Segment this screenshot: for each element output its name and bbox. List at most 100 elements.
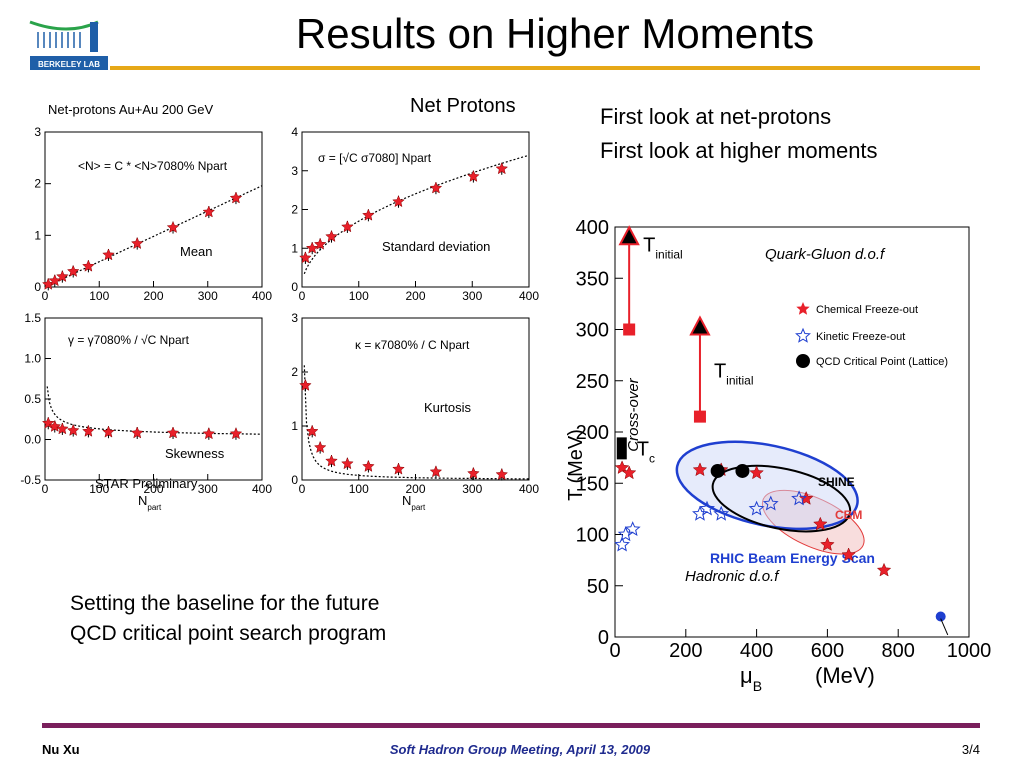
- y-tick-label: 1.0: [24, 352, 41, 366]
- y-tick-label: 0: [598, 627, 609, 649]
- tc-label: Tc: [637, 438, 655, 465]
- data-point: [229, 427, 243, 440]
- kinetic-freezeout-point: [617, 526, 634, 542]
- data-point: [66, 423, 80, 436]
- kinetic-freezeout-point: [624, 521, 641, 537]
- data-point: [429, 181, 443, 194]
- x-tick-label: 300: [462, 482, 482, 496]
- x-tick-label: 0: [299, 482, 306, 496]
- legend-chemical-marker: [796, 302, 810, 315]
- critical-point: [710, 463, 725, 478]
- t-initial-start: [623, 323, 636, 336]
- panel-label: Skewness: [165, 446, 225, 461]
- y-tick-label: 0: [291, 473, 298, 487]
- x-tick-label: 100: [349, 289, 369, 303]
- y-tick-label: 250: [576, 371, 609, 393]
- legend-chemical: Chemical Freeze-out: [816, 304, 918, 316]
- x-tick-label: 100: [89, 482, 109, 496]
- panel-mean: 0 1 2 3 0 100 200 300 400 Mean <N> = C * <N>7080% …: [34, 125, 272, 303]
- x-axis-title: μB: [740, 663, 762, 694]
- chemical-freezeout-point: [749, 465, 764, 480]
- title-divider: [110, 66, 980, 70]
- data-point: [48, 274, 62, 287]
- data-point: [102, 425, 115, 438]
- panel-label: Standard deviation: [382, 239, 490, 254]
- data-point: [166, 220, 180, 233]
- x-tick-label: 300: [462, 289, 482, 303]
- legend-critical-marker: [796, 354, 810, 368]
- panel-formula: σ = [√C σ7080] Npart: [318, 151, 432, 165]
- data-point: [392, 462, 405, 475]
- data-point: [467, 466, 480, 479]
- panel-kurtosis: 0 1 2 3 0 100 200 300 400 Kurtosis κ = κ7080% / C …: [291, 311, 539, 496]
- x-tick-label: 100: [349, 482, 369, 496]
- x-tick-label: 200: [405, 289, 425, 303]
- data-point: [48, 419, 62, 432]
- data-point: [299, 251, 312, 264]
- berkeley-lab-logo: BERKELEY LAB: [29, 20, 108, 70]
- legend-kinetic-marker: [795, 327, 811, 343]
- kinetic-freezeout-point: [791, 490, 807, 506]
- x-tick-label: 200: [405, 482, 425, 496]
- x-tick-label: 0: [42, 289, 49, 303]
- x-tick-label: 400: [519, 482, 539, 496]
- bullet-1: First look at net-protons: [600, 104, 832, 129]
- x-tick-label: 200: [143, 482, 163, 496]
- t-initial-label: Tinitial: [714, 360, 754, 387]
- x-tick-label: 100: [89, 289, 109, 303]
- x-tick-label: 0: [42, 482, 49, 496]
- y-tick-label: 100: [576, 525, 609, 547]
- data-point: [82, 259, 95, 272]
- footer-page-number: 3/4: [961, 742, 980, 757]
- x-tick-label: 600: [811, 640, 844, 662]
- data-point: [313, 237, 327, 250]
- preliminary-label: STAR Preliminary: [95, 476, 198, 491]
- y-tick-label: 1: [291, 419, 298, 433]
- data-point: [305, 424, 319, 437]
- data-point: [305, 241, 319, 254]
- qgp-label: Quark-Gluon d.o.f: [765, 246, 886, 263]
- y-tick-label: 0.5: [24, 392, 41, 406]
- x-tick-label: 0: [299, 289, 306, 303]
- y-tick-label: 2: [291, 203, 298, 217]
- panel-frame: [44, 131, 263, 288]
- panel-formula: <N> = C * <N>7080% Npart: [78, 159, 228, 173]
- data-point: [495, 162, 509, 175]
- t-initial-arrowhead: [618, 225, 640, 246]
- data-point: [362, 208, 375, 221]
- legend-kinetic: Kinetic Freeze-out: [816, 331, 905, 343]
- data-point: [130, 426, 144, 439]
- chemical-freezeout-point: [841, 547, 856, 562]
- data-point: [362, 459, 375, 472]
- x-tick-label: 1000: [947, 640, 992, 662]
- y-tick-label: -0.5: [20, 473, 41, 487]
- y-tick-label: 300: [576, 320, 609, 342]
- tc-marker: [616, 437, 627, 460]
- y-tick-label: 350: [576, 268, 609, 290]
- y-tick-label: 0.0: [24, 433, 41, 447]
- y-tick-label: 1: [291, 241, 298, 255]
- panel-label: Kurtosis: [424, 400, 471, 415]
- y-tick-label: 150: [576, 473, 609, 495]
- data-point: [56, 422, 69, 435]
- chemical-freezeout-point: [614, 460, 630, 475]
- high-mu-point: [935, 611, 946, 622]
- chemical-freezeout-point: [692, 462, 708, 477]
- data-point: [392, 195, 405, 208]
- baseline-line-2: QCD critical point search program: [70, 622, 387, 645]
- y-tick-label: 3: [291, 311, 298, 325]
- high-mu-pointer: [940, 618, 949, 636]
- chemical-freezeout-point: [876, 562, 892, 577]
- phase-frame: [614, 226, 970, 638]
- fit-curve: [303, 365, 530, 480]
- x-tick-label: 400: [252, 482, 272, 496]
- data-point: [341, 220, 354, 233]
- x-tick-label: 400: [519, 289, 539, 303]
- panel-standard-deviation: 0 1 2 3 4 0 100 200 300 400 Standard deviation σ = …: [291, 125, 539, 303]
- kinetic-freezeout-point: [614, 536, 630, 552]
- panel-label: Mean: [180, 244, 213, 259]
- fit-curve: [46, 386, 262, 435]
- hadronic-label: Hadronic d.o.f: [685, 568, 780, 585]
- y-axis-title: T (MeV): [565, 429, 587, 501]
